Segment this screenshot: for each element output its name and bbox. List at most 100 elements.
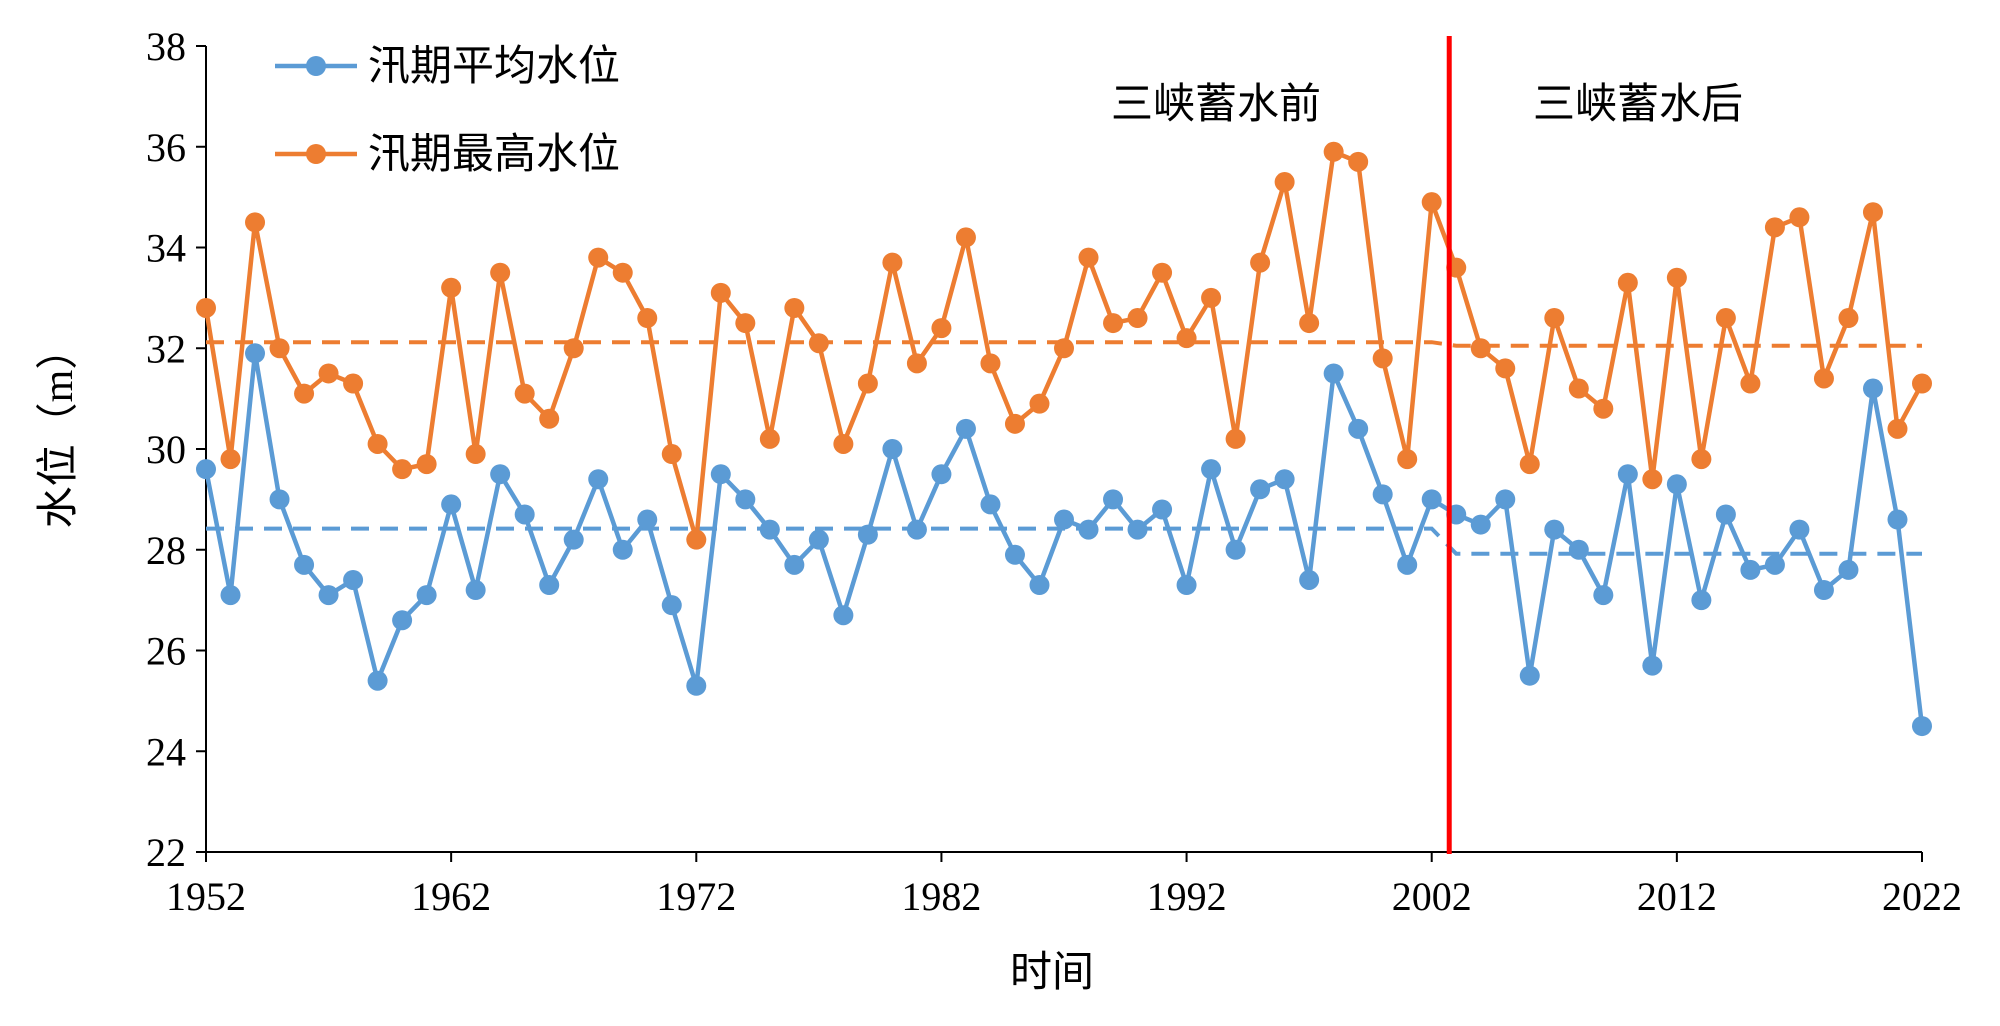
- data-point: [1250, 479, 1271, 500]
- data-point: [588, 469, 609, 490]
- data-point: [735, 313, 756, 334]
- data-point: [1568, 539, 1589, 560]
- data-point: [441, 494, 462, 515]
- data-point: [833, 605, 854, 626]
- y-tick-label: 26: [146, 629, 186, 674]
- data-point: [490, 464, 511, 485]
- data-point: [1004, 413, 1025, 434]
- series-lines: [203, 149, 1925, 727]
- data-point: [1348, 418, 1369, 439]
- data-point: [1078, 519, 1099, 540]
- data-point: [1078, 247, 1099, 268]
- data-point: [1201, 459, 1222, 480]
- data-point: [1421, 489, 1442, 510]
- data-point: [1103, 313, 1124, 334]
- data-point: [1152, 262, 1173, 283]
- data-point: [1789, 207, 1810, 228]
- data-point: [1372, 348, 1393, 369]
- data-point: [514, 504, 535, 525]
- legend-label: 汛期平均水位: [368, 43, 620, 90]
- data-point: [367, 670, 388, 691]
- x-tick-label: 2012: [1637, 874, 1717, 919]
- data-point: [1274, 469, 1295, 490]
- data-point: [1323, 141, 1344, 162]
- x-tick-label: 2022: [1882, 874, 1962, 919]
- data-point: [1103, 489, 1124, 510]
- data-point: [1617, 464, 1638, 485]
- legend-marker: [306, 56, 326, 76]
- data-point: [563, 529, 584, 550]
- data-point: [1666, 267, 1687, 288]
- data-point: [1691, 449, 1712, 470]
- data-point: [1862, 378, 1883, 399]
- data-point: [931, 318, 952, 339]
- data-point: [416, 454, 437, 475]
- data-point: [465, 580, 486, 601]
- axes: 22 24 26 28 30 32 34 36 38 1952 1962 1972 1982 1992 20…: [146, 24, 1962, 919]
- data-point: [1813, 368, 1834, 389]
- data-point: [1176, 328, 1197, 349]
- data-point: [1470, 338, 1491, 359]
- y-tick-label: 38: [146, 24, 186, 69]
- data-point: [367, 433, 388, 454]
- data-point: [1593, 398, 1614, 419]
- data-point: [1299, 569, 1320, 590]
- data-point: [1838, 308, 1859, 329]
- data-point: [392, 459, 413, 480]
- data-point: [1838, 559, 1859, 580]
- data-point: [1397, 449, 1418, 470]
- data-point: [882, 439, 903, 459]
- data-point: [1740, 373, 1761, 394]
- data-point: [1642, 655, 1663, 676]
- data-point: [1544, 308, 1565, 329]
- data-point: [441, 277, 462, 298]
- data-point: [906, 353, 927, 374]
- annotation-before: 三峡蓄水前: [1111, 82, 1321, 128]
- data-point: [1225, 539, 1246, 560]
- data-point: [1862, 202, 1883, 223]
- data-point: [1666, 474, 1687, 495]
- data-point: [808, 333, 829, 354]
- data-point: [882, 252, 903, 273]
- axis-labels: 水位（m） 时间 三峡蓄水前 三峡蓄水后: [35, 82, 1743, 996]
- y-tick-label: 22: [146, 830, 186, 875]
- data-point: [857, 524, 878, 545]
- data-point: [1495, 358, 1516, 379]
- data-point: [245, 343, 266, 364]
- data-point: [1274, 172, 1295, 193]
- data-point: [1495, 489, 1516, 510]
- legend-label: 汛期最高水位: [368, 131, 620, 178]
- data-point: [931, 464, 952, 485]
- data-point: [955, 227, 976, 248]
- data-point: [1372, 484, 1393, 505]
- x-tick-label: 1982: [901, 874, 981, 919]
- data-point: [1519, 665, 1540, 686]
- series-points: [196, 141, 1932, 737]
- data-point: [759, 519, 780, 540]
- data-point: [1740, 559, 1761, 580]
- x-tick-label: 1962: [411, 874, 491, 919]
- mean-line: [206, 526, 1922, 556]
- data-point: [686, 675, 707, 696]
- data-point: [318, 585, 339, 606]
- data-point: [1201, 287, 1222, 308]
- data-point: [392, 610, 413, 631]
- data-point: [269, 489, 290, 510]
- data-point: [735, 489, 756, 510]
- data-point: [857, 373, 878, 394]
- y-axis-label: 水位（m）: [35, 328, 82, 529]
- x-tick-label: 2002: [1392, 874, 1472, 919]
- data-point: [1397, 554, 1418, 575]
- data-point: [588, 247, 609, 268]
- data-point: [1912, 373, 1932, 394]
- data-point: [1250, 252, 1271, 273]
- data-point: [1225, 428, 1246, 449]
- data-point: [1323, 363, 1344, 384]
- data-point: [1764, 217, 1785, 238]
- data-point: [269, 338, 290, 359]
- data-point: [1715, 308, 1736, 329]
- data-point: [465, 444, 486, 465]
- x-tick-label: 1992: [1147, 874, 1227, 919]
- data-point: [1764, 554, 1785, 575]
- data-point: [245, 212, 266, 233]
